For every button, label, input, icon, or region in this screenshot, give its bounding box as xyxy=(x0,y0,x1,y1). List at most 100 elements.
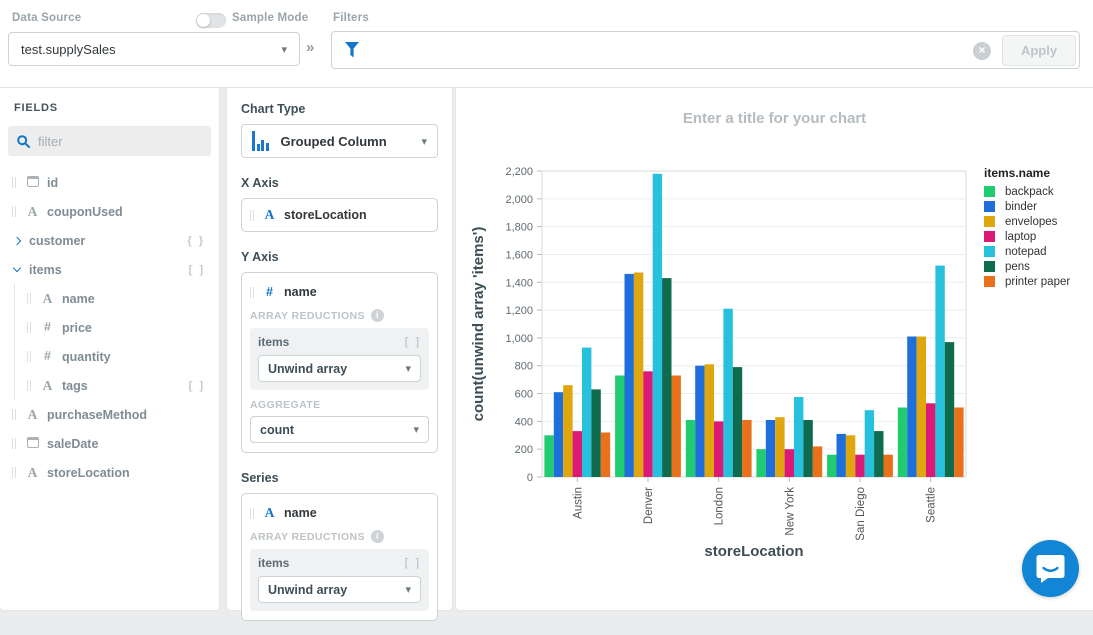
data-source-value: test.supplySales xyxy=(21,41,116,57)
chevron-down-icon: ▾ xyxy=(421,135,427,148)
chat-launcher-button[interactable] xyxy=(1022,540,1079,597)
bar-envelopes-San Diego xyxy=(845,435,856,477)
drag-handle-icon[interactable] xyxy=(12,177,18,188)
bar-pens-San Diego xyxy=(874,431,884,477)
bar-laptop-London xyxy=(714,421,724,477)
chart-type-select[interactable]: Grouped Column ▾ xyxy=(241,124,438,158)
field-row-saleDate[interactable]: saleDate xyxy=(0,429,219,458)
drag-handle-icon[interactable] xyxy=(12,409,18,420)
x-tick-label: Seattle xyxy=(926,487,938,523)
unwind-array-select[interactable]: Unwind array ▾ xyxy=(258,576,421,603)
legend-item-laptop: laptop xyxy=(984,229,1070,244)
field-name: saleDate xyxy=(47,436,99,451)
bar-notepad-New York xyxy=(794,397,804,477)
sample-mode-toggle[interactable] xyxy=(196,13,226,28)
filter-funnel-icon xyxy=(345,42,359,58)
legend-item-binder: binder xyxy=(984,199,1070,214)
bar-backpack-Austin xyxy=(544,435,554,477)
bar-pens-Seattle xyxy=(944,342,955,477)
field-name: quantity xyxy=(62,349,111,364)
bar-binder-Denver xyxy=(624,273,634,477)
bar-laptop-San Diego xyxy=(855,454,865,477)
apply-button[interactable]: Apply xyxy=(1002,35,1076,66)
y-tick-label: 1,200 xyxy=(505,305,533,317)
chart-title-input[interactable]: Enter a title for your chart xyxy=(682,110,867,127)
drag-handle-icon[interactable] xyxy=(12,206,18,217)
data-source-select[interactable]: test.supplySales ▾ xyxy=(8,32,300,66)
y-axis-field[interactable]: # name xyxy=(250,280,429,304)
chevron-down-icon[interactable] xyxy=(12,263,22,273)
field-row-items[interactable]: items [ ] xyxy=(0,255,219,284)
legend-swatch xyxy=(984,246,995,257)
y-tick-label: 1,600 xyxy=(505,249,533,261)
field-row-id[interactable]: id xyxy=(0,168,219,197)
legend-item-backpack: backpack xyxy=(984,184,1070,199)
fields-filter-input[interactable]: filter xyxy=(8,126,211,156)
filters-input[interactable]: × Apply xyxy=(331,31,1080,69)
legend-item-printer-paper: printer paper xyxy=(984,274,1070,289)
chart-legend: items.name backpack binder envelopes laptop… xyxy=(984,166,1070,289)
bar-printer paper-Seattle xyxy=(954,407,964,477)
legend-label: laptop xyxy=(1005,230,1037,243)
series-field[interactable]: A name xyxy=(250,501,429,525)
legend-label: pens xyxy=(1005,260,1030,273)
bar-backpack-Seattle xyxy=(897,407,908,477)
y-tick-label: 200 xyxy=(515,444,533,456)
info-icon[interactable]: i xyxy=(370,530,384,543)
clear-filter-icon[interactable]: × xyxy=(973,42,991,60)
field-name: storeLocation xyxy=(47,465,130,480)
drag-handle-icon[interactable] xyxy=(12,438,18,449)
info-icon[interactable]: i xyxy=(370,309,384,322)
drag-handle-icon[interactable] xyxy=(250,507,256,519)
legend-items: backpack binder envelopes laptop notepad pens… xyxy=(984,184,1070,289)
bar-backpack-London xyxy=(685,420,696,477)
field-row-customer[interactable]: customer { } xyxy=(0,226,219,255)
field-row-price[interactable]: # price xyxy=(14,313,219,342)
field-type-badge: [ ] xyxy=(188,263,205,276)
field-type-badge: { } xyxy=(187,234,205,247)
drag-handle-icon[interactable] xyxy=(250,209,256,221)
array-reduction-box: items [ ] Unwind array ▾ xyxy=(250,549,429,611)
drag-handle-icon[interactable] xyxy=(12,467,18,478)
bar-binder-London xyxy=(695,365,705,477)
drag-handle-icon[interactable] xyxy=(250,286,256,298)
field-row-quantity[interactable]: # quantity xyxy=(14,342,219,371)
chevron-down-icon: ▾ xyxy=(281,43,287,56)
chevron-right-icon[interactable] xyxy=(12,236,22,245)
y-axis-label: Y Axis xyxy=(241,250,279,264)
field-name: purchaseMethod xyxy=(47,407,148,422)
bar-laptop-Denver xyxy=(643,371,653,477)
y-tick-label: 1,800 xyxy=(505,222,533,234)
drag-handle-icon[interactable] xyxy=(27,351,33,362)
bar-printer paper-Denver xyxy=(671,375,681,477)
y-tick-label: 2,000 xyxy=(505,194,533,206)
number-type-icon: # xyxy=(44,349,51,364)
unwind-array-select[interactable]: Unwind array ▾ xyxy=(258,355,421,382)
aggregate-select[interactable]: count ▾ xyxy=(250,416,429,443)
bar-notepad-Seattle xyxy=(935,265,945,477)
bar-pens-New York xyxy=(803,420,813,477)
bar-laptop-New York xyxy=(784,449,794,477)
top-bar: Data Source Sample Mode Filters test.sup… xyxy=(0,0,1093,88)
y-axis-field-name: name xyxy=(284,285,317,299)
field-type-badge: [ ] xyxy=(188,379,205,392)
drag-handle-icon[interactable] xyxy=(27,380,33,391)
array-reduction-box: items [ ] Unwind array ▾ xyxy=(250,328,429,390)
y-tick-label: 2,200 xyxy=(505,166,533,178)
bar-printer paper-New York xyxy=(812,446,823,477)
reduction-field-name: items xyxy=(258,335,290,349)
legend-item-envelopes: envelopes xyxy=(984,214,1070,229)
bar-backpack-Denver xyxy=(615,375,625,477)
sample-mode-label: Sample Mode xyxy=(232,12,309,24)
drag-handle-icon[interactable] xyxy=(27,293,33,304)
date-type-icon xyxy=(25,174,40,192)
legend-title: items.name xyxy=(984,166,1051,180)
drag-handle-icon[interactable] xyxy=(27,322,33,333)
array-reductions-label: ARRAY REDUCTIONS i xyxy=(250,530,429,543)
x-axis-field[interactable]: A storeLocation xyxy=(250,203,429,227)
